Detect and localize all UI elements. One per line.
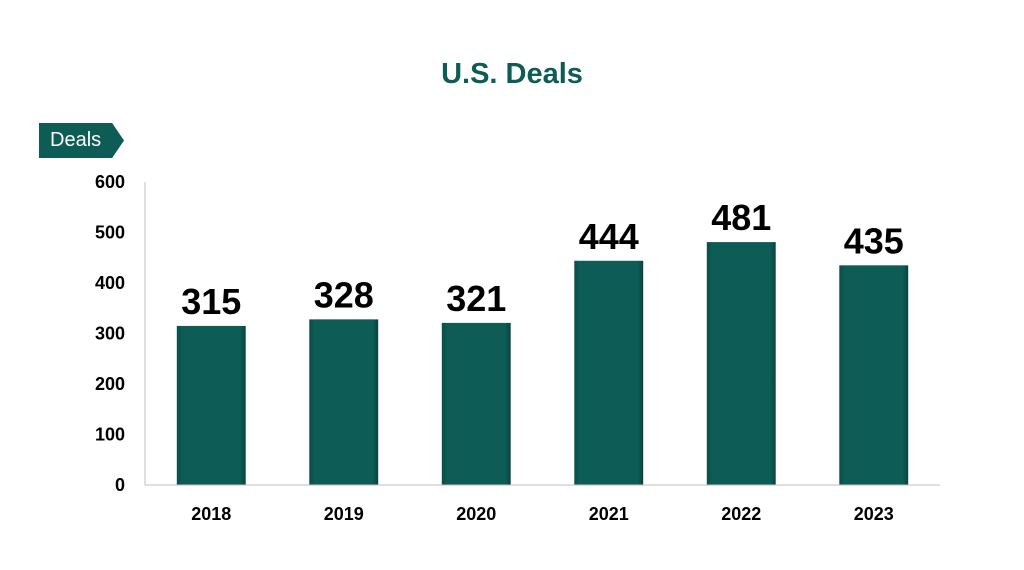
bar-2022 — [706, 242, 776, 485]
x-tick-label: 2022 — [721, 504, 761, 524]
bars-group — [176, 242, 909, 485]
data-label-2023: 435 — [844, 220, 904, 261]
data-label-2020: 321 — [446, 278, 506, 319]
y-axis: 0 100 200 300 400 500 600 — [95, 172, 146, 495]
data-label-2021: 444 — [579, 216, 639, 257]
x-tick-label: 2019 — [324, 504, 364, 524]
y-tick-label: 100 — [95, 425, 125, 445]
y-tick-label: 600 — [95, 172, 125, 192]
data-label-2018: 315 — [181, 281, 241, 322]
bar-2021 — [574, 260, 644, 485]
bar-2020 — [441, 322, 511, 485]
bar-2019 — [309, 319, 379, 485]
y-tick-label: 500 — [95, 223, 125, 243]
y-tick-label: 200 — [95, 374, 125, 394]
x-tick-label: 2020 — [456, 504, 496, 524]
x-tick-label: 2021 — [589, 504, 629, 524]
bar-2023 — [839, 265, 909, 485]
data-label-2022: 481 — [711, 197, 771, 238]
y-tick-label: 0 — [115, 475, 125, 495]
y-tick-label: 400 — [95, 273, 125, 293]
x-axis: 2018 2019 2020 2021 2022 2023 — [145, 484, 940, 524]
x-tick-label: 2018 — [191, 504, 231, 524]
y-axis-label: Deals — [39, 123, 124, 158]
bar-2018 — [176, 325, 246, 485]
data-label-2019: 328 — [314, 274, 374, 315]
data-labels-group: 315 328 321 444 481 435 — [181, 197, 904, 322]
chart-title: U.S. Deals — [441, 58, 583, 90]
y-tick-label: 300 — [95, 324, 125, 344]
x-tick-label: 2023 — [854, 504, 894, 524]
